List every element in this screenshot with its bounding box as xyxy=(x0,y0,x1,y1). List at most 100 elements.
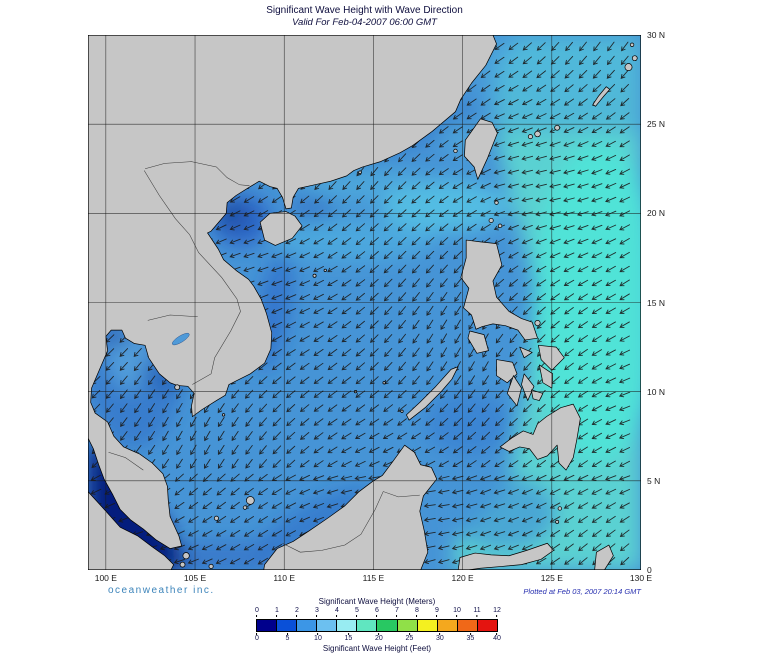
land-mindanao xyxy=(499,403,581,471)
land-island-dot xyxy=(557,506,562,511)
land-sumatra xyxy=(88,491,174,570)
land-asia-mainland xyxy=(88,35,497,549)
legend-color-segment xyxy=(257,620,277,631)
x-axis-tick-label: 105 E xyxy=(183,573,207,583)
country-borders xyxy=(108,161,420,553)
land-island-dot xyxy=(242,505,248,510)
legend-color-segment xyxy=(376,620,397,631)
legend-color-segment xyxy=(276,620,297,631)
meters-tick-label: 4 xyxy=(335,607,339,617)
lakes xyxy=(172,333,190,346)
land-negros xyxy=(506,375,522,407)
land-mindoro xyxy=(467,330,489,354)
legend-feet-scale: 0 5 10 15 20 25 30 35 40 xyxy=(255,633,501,644)
meters-tick-label: 7 xyxy=(395,607,399,617)
feet-tick-label: 20 xyxy=(375,635,383,642)
land-island-dot xyxy=(358,170,362,175)
x-axis-tick-label: 130 E xyxy=(629,573,653,583)
meters-tick-label: 11 xyxy=(473,607,480,617)
land-halmahera xyxy=(594,544,614,570)
legend-color-segment xyxy=(356,620,377,631)
plotted-timestamp: Plotted at Feb 03, 2007 20:14 GMT xyxy=(523,587,641,596)
longitude-axis: 100 E 105 E 110 E 115 E 120 E 125 E 130 E xyxy=(88,573,652,585)
legend-colorbar xyxy=(256,619,498,632)
y-axis-tick-label: 20 N xyxy=(647,208,665,219)
feet-tick-label: 5 xyxy=(285,635,290,642)
map-area xyxy=(88,35,641,570)
land-island-dot xyxy=(208,563,214,569)
legend-color-segment xyxy=(296,620,317,631)
y-axis-tick-label: 30 N xyxy=(647,30,665,40)
land-island-dot xyxy=(534,319,541,327)
land-island-dot xyxy=(629,42,635,47)
land-luzon xyxy=(460,239,538,341)
feet-tick-label: 40 xyxy=(493,635,501,642)
legend-color-segment xyxy=(416,620,437,631)
land-cebu xyxy=(521,373,535,401)
x-axis-tick-label: 115 E xyxy=(362,573,385,583)
chart-title: Significant Wave Height with Wave Direct… xyxy=(266,5,463,16)
land-island-dot xyxy=(527,134,533,140)
meters-tick-label: 8 xyxy=(415,607,419,617)
latitude-axis: 30 N 25 N 20 N 15 N 10 N 5 N 0 xyxy=(647,30,687,575)
x-axis-tick-label: 120 E xyxy=(451,573,474,583)
y-axis-tick-label: 0 xyxy=(647,565,652,575)
meters-tick-label: 12 xyxy=(493,607,501,617)
land-panay xyxy=(496,359,518,384)
land-island-dot xyxy=(453,148,458,154)
meters-tick-label: 3 xyxy=(315,607,319,617)
meters-tick-label: 10 xyxy=(453,607,461,617)
land-island-dot xyxy=(382,381,386,385)
land-taiwan xyxy=(464,118,498,180)
y-axis-tick-label: 25 N xyxy=(647,119,665,130)
legend-color-segment xyxy=(336,620,357,631)
land-island-dot xyxy=(174,384,181,391)
x-axis-tick-label: 100 E xyxy=(94,573,117,583)
meters-tick-label: 2 xyxy=(295,607,299,617)
land-island-dot xyxy=(554,124,561,131)
land-island-dot xyxy=(400,409,404,413)
legend-color-segment xyxy=(316,620,337,631)
feet-tick-label: 25 xyxy=(405,635,414,642)
legend-color-segment xyxy=(436,620,457,631)
feet-tick-label: 30 xyxy=(435,635,444,642)
legend-color-segment xyxy=(456,620,477,631)
latlon-grid xyxy=(88,35,641,570)
land-hainan xyxy=(259,211,303,246)
land-island-dot xyxy=(497,223,503,228)
land-island-dot xyxy=(182,552,190,560)
oceanweather-logo-text: oceanweather inc. xyxy=(108,585,215,596)
legend-meters-label: Significant Wave Height (Meters) xyxy=(318,597,436,606)
x-axis-tick-label: 125 E xyxy=(540,573,563,583)
land-island-dot xyxy=(221,413,226,417)
land-island-dot xyxy=(213,515,219,521)
land-sulawesi xyxy=(457,542,554,570)
land-island-dot xyxy=(488,217,494,223)
land-island-dot xyxy=(312,273,317,278)
land-masbate xyxy=(519,346,533,359)
feet-tick-label: 0 xyxy=(255,635,259,642)
land-island-dot xyxy=(323,268,327,273)
land-palawan xyxy=(406,366,459,421)
meters-tick-label: 1 xyxy=(275,607,279,617)
y-axis-tick-label: 10 N xyxy=(647,386,665,397)
land-masses xyxy=(88,35,638,570)
land-island-dot xyxy=(179,561,186,568)
land-bohol xyxy=(530,389,544,401)
feet-tick-label: 35 xyxy=(466,635,475,642)
meters-tick-label: 9 xyxy=(435,607,439,617)
land-borneo xyxy=(263,444,438,570)
legend-feet-label: Significant Wave Height (Feet) xyxy=(322,644,432,653)
land-samar xyxy=(538,344,565,371)
wave-height-map xyxy=(88,35,641,570)
land-island-dot xyxy=(624,63,633,72)
land-island-dot xyxy=(534,130,541,138)
x-axis-tick-label: 110 E xyxy=(273,573,296,583)
y-axis-tick-label: 5 N xyxy=(647,475,661,486)
land-island-dot xyxy=(555,519,560,524)
meters-tick-label: 0 xyxy=(255,607,259,617)
land-okinawa xyxy=(592,86,611,107)
land-island-dot xyxy=(631,55,638,62)
legend-color-segment xyxy=(396,620,417,631)
